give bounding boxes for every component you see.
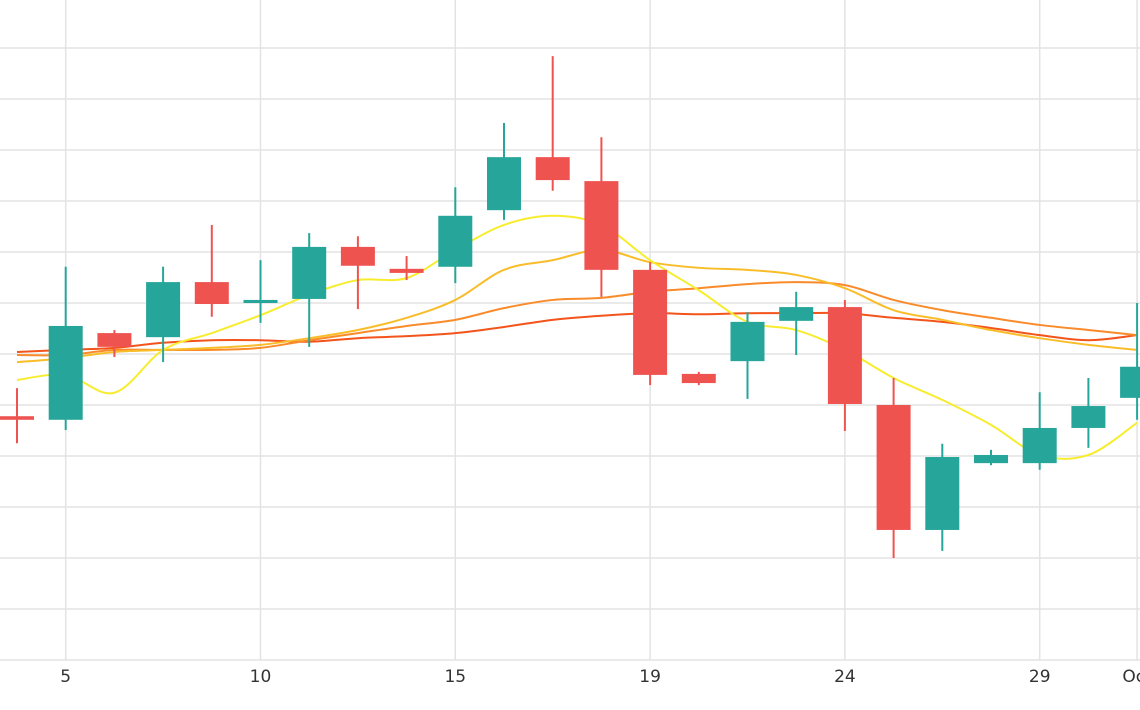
- x-tick-label: 29: [1029, 667, 1051, 687]
- candle-body: [584, 181, 619, 270]
- x-tick-label: 5: [60, 667, 71, 687]
- candle-body: [194, 282, 229, 305]
- candle-body: [146, 282, 181, 338]
- candle-body: [876, 405, 911, 530]
- candle-body: [292, 246, 327, 299]
- x-tick-label: 15: [444, 667, 466, 687]
- candle-body: [730, 321, 765, 362]
- candle-body: [633, 269, 668, 375]
- candle-body: [487, 157, 521, 211]
- moving-average-line: [16, 248, 1138, 364]
- candle-body: [97, 333, 132, 347]
- candle-body: [1022, 427, 1057, 464]
- candle-body: [925, 457, 960, 530]
- moving-average-line: [16, 311, 1138, 353]
- moving-average-line: [16, 281, 1138, 357]
- candle-body: [340, 246, 375, 266]
- candle-body: [681, 373, 716, 384]
- candle-body: [1071, 406, 1106, 428]
- candle-body: [974, 454, 1008, 464]
- candle-body: [0, 416, 34, 420]
- candle-body: [827, 307, 862, 404]
- candle-body: [535, 157, 570, 181]
- x-tick-label: Oct: [1122, 667, 1140, 687]
- candle-body: [48, 325, 83, 420]
- candle-body: [1120, 366, 1140, 398]
- candle-body: [243, 299, 278, 303]
- candle-body: [389, 268, 424, 273]
- x-tick-label: 24: [834, 667, 856, 687]
- candle-body: [779, 307, 814, 321]
- x-tick-label: 10: [250, 667, 272, 687]
- moving-average-line: [16, 214, 1138, 460]
- candle-body: [438, 215, 473, 267]
- x-tick-label: 19: [639, 667, 661, 687]
